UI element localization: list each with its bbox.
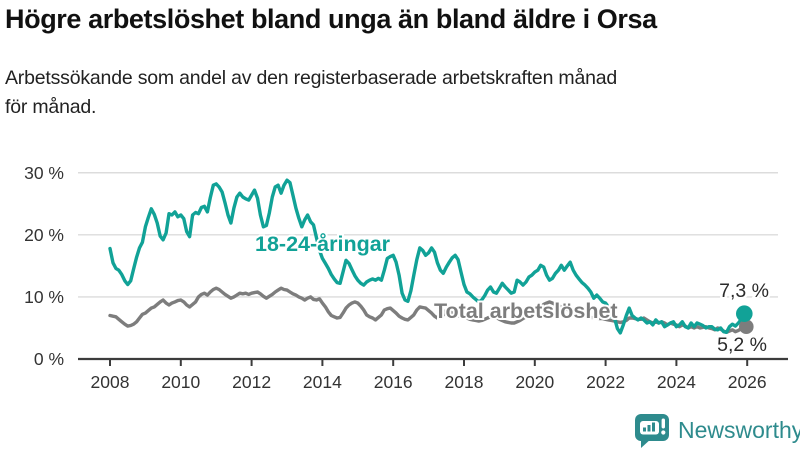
end-dot-youth [736, 305, 753, 322]
end-dot-total [739, 319, 754, 334]
y-tick-label: 10 % [24, 287, 64, 307]
subtitle-line-2: för månad. [5, 96, 97, 118]
series-label-youth: 18-24-åringar [255, 232, 391, 256]
gridlines: 0 % 10 % 20 % 30 % [24, 163, 778, 369]
end-value-youth: 7,3 % [719, 280, 769, 302]
series-label-total: Total arbetslöshet [434, 299, 618, 323]
x-tick-label: 2026 [728, 372, 767, 392]
x-tick-label: 2012 [232, 372, 271, 392]
line-chart: 0 % 10 % 20 % 30 % 2008 2010 2012 2014 2016 2018… [0, 150, 800, 408]
x-tick-label: 2022 [586, 372, 625, 392]
subtitle-line-1: Arbetssökande som andel av den registerb… [5, 67, 618, 89]
newsworthy-logo: Newsworthy [634, 410, 800, 450]
x-tick-label: 2010 [161, 372, 200, 392]
brand-wordmark: Newsworthy [678, 417, 800, 443]
y-tick-label: 30 % [24, 163, 64, 183]
newsworthy-logo-svg: Newsworthy [635, 414, 800, 448]
x-tick-label: 2018 [445, 372, 484, 392]
chart-canvas: 0 % 10 % 20 % 30 % 2008 2010 2012 2014 2016 2018… [24, 163, 788, 392]
y-tick-label: 20 % [24, 225, 64, 245]
speech-bubble-chart-icon [635, 414, 669, 448]
chart-subtitle: Arbetssökande som andel av den registerb… [5, 64, 797, 122]
x-axis: 2008 2010 2012 2014 2016 2018 2020 2022 2024 2026 [78, 357, 788, 392]
page-title: Högre arbetslöshet bland unga än bland ä… [5, 4, 657, 34]
x-tick-label: 2014 [303, 372, 342, 392]
x-tick-label: 2020 [515, 372, 554, 392]
x-tick-label: 2008 [91, 372, 130, 392]
x-tick-label: 2024 [657, 372, 696, 392]
line-youth [108, 178, 746, 335]
x-tick-label: 2016 [374, 372, 413, 392]
data-series [108, 178, 754, 335]
line-total [108, 286, 746, 335]
y-tick-label: 0 % [34, 349, 64, 369]
end-value-total: 5,2 % [717, 334, 767, 356]
chart-labels: 18-24-åringar Total arbetslöshet 7,3 % 5… [253, 230, 772, 359]
